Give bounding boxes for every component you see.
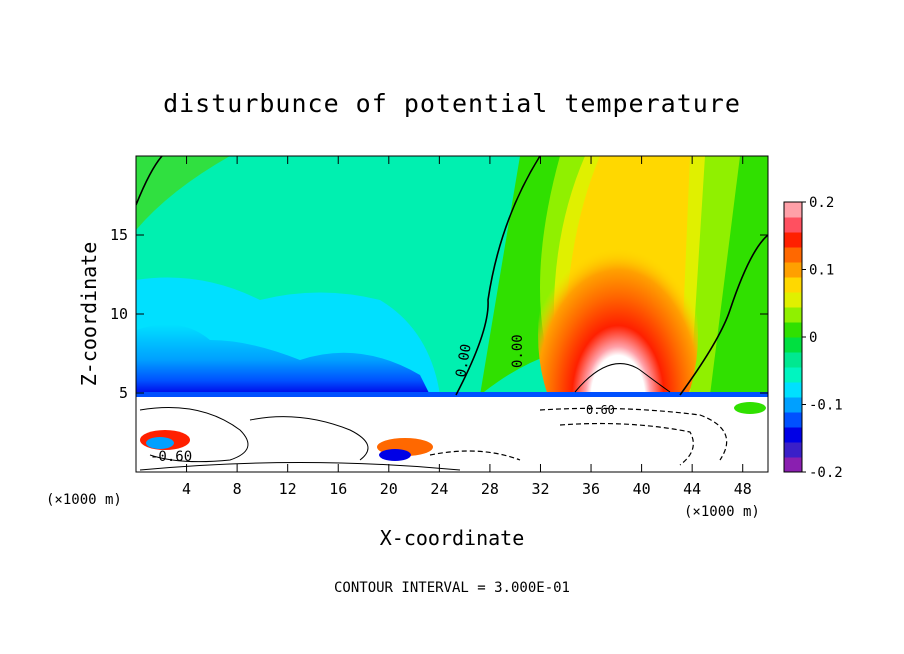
x-axis: 4 8 12 16 20 24 28 32 36 40 44 48: [182, 156, 752, 498]
contour-low-loop-1: [139, 407, 249, 463]
x-tick-label: 20: [380, 480, 398, 498]
colorbar-swatch: [784, 412, 802, 428]
colorbar-swatch: [784, 307, 802, 323]
colorbar-swatch: [784, 427, 802, 443]
colorbar-swatch: [784, 322, 802, 338]
y-axis: 5 10 15: [110, 226, 768, 402]
y-tick-label: 10: [110, 305, 128, 323]
x-tick-label: 24: [430, 480, 448, 498]
colorbar-swatch: [784, 337, 802, 353]
colorbar-ticks: 0.2 0.1 0 -0.1 -0.2: [802, 195, 843, 481]
colorbar-tick-label: -0.2: [809, 465, 843, 481]
colorbar-swatch: [784, 382, 802, 398]
contour-low-bottom: [139, 462, 461, 471]
colorbar-swatch: [784, 367, 802, 383]
x-tick-label: 44: [683, 480, 701, 498]
blob-low-left-core: [146, 437, 174, 449]
field-lower-layer: [136, 395, 768, 472]
contour-zero-plume-left: [455, 156, 541, 396]
contour-label-1: 0.00: [453, 343, 475, 379]
x-tick-label: 8: [233, 480, 242, 498]
chart-title: disturbunce of potential temperature: [163, 89, 741, 118]
colorbar-swatch: [784, 442, 802, 458]
x-tick-label: 40: [633, 480, 651, 498]
contour-zero-plume-right: [679, 234, 768, 396]
contour-low-dashed-2: [559, 422, 694, 466]
field-cool-left-lower: [136, 324, 430, 395]
colorbar-swatch: [784, 217, 802, 233]
blob-low-mid-core: [379, 449, 411, 461]
colorbar-swatch: [784, 397, 802, 413]
contour-zero-left: [136, 156, 163, 206]
x-axis-label: X-coordinate: [380, 526, 525, 550]
x-tick-label: 4: [182, 480, 191, 498]
colorbar-swatch: [784, 352, 802, 368]
contour-low-loop-2: [249, 416, 369, 461]
contour-positive-cap: [574, 363, 671, 393]
blob-low-right: [734, 402, 766, 414]
colorbar-swatch: [784, 277, 802, 293]
contour-interval-note: CONTOUR INTERVAL = 3.000E-01: [334, 580, 570, 596]
colorbar-swatch: [784, 262, 802, 278]
colorbar-tick-label: 0: [809, 330, 817, 346]
x-tick-label: 28: [481, 480, 499, 498]
colorbar-tick-label: 0.1: [809, 263, 834, 279]
contour-lines: [136, 156, 768, 471]
contour-label-3: -0.60: [150, 449, 192, 465]
y-tick-label: 5: [119, 384, 128, 402]
colorbar-swatch: [784, 247, 802, 263]
contour-label-2: 0.00: [510, 334, 526, 368]
contour-label-4: 0.60: [586, 403, 615, 417]
contour-low-dashed-1: [539, 407, 728, 461]
colorbar-swatch: [784, 457, 802, 473]
x-tick-label: 36: [582, 480, 600, 498]
colorbar-swatch: [784, 232, 802, 248]
field-green-upper-left: [136, 156, 230, 230]
contour-low-dashed-3: [429, 450, 521, 461]
colorbar-swatch: [784, 202, 802, 218]
x-tick-label: 12: [279, 480, 297, 498]
colorbar-tick-label: 0.2: [809, 195, 834, 211]
y-axis-unit: (×1000 m): [684, 504, 760, 520]
colorbar-tick-label: -0.1: [809, 398, 843, 414]
x-tick-label: 48: [734, 480, 752, 498]
x-tick-label: 32: [531, 480, 549, 498]
colorbar-swatch: [784, 292, 802, 308]
colorbar: [783, 201, 803, 473]
field-inversion-line: [136, 392, 768, 397]
plot-area: [136, 156, 768, 472]
x-axis-unit: (×1000 m): [46, 492, 122, 508]
y-tick-label: 15: [110, 226, 128, 244]
y-axis-label: Z-coordinate: [77, 242, 101, 387]
x-tick-label: 16: [329, 480, 347, 498]
